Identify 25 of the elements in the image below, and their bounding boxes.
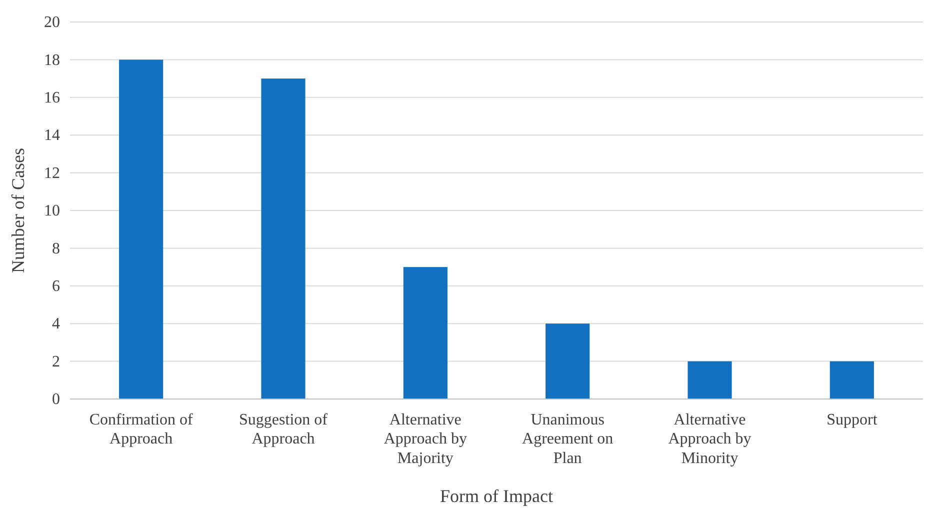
y-tick-label: 8 [52, 240, 60, 258]
y-tick-label: 0 [52, 391, 60, 408]
y-axis-title: Number of Cases [8, 148, 28, 273]
bar [546, 324, 590, 399]
x-tick-label: Confirmation of Approach [89, 411, 194, 448]
y-tick-label: 18 [44, 52, 60, 69]
x-tick-label: Support [826, 411, 878, 428]
y-tick-label: 12 [44, 164, 60, 182]
y-tick-label: 2 [52, 353, 60, 370]
x-axis-title: Form of Impact [440, 486, 553, 506]
y-tick-label: 4 [52, 316, 60, 333]
bar [261, 78, 306, 399]
y-tick-label: 20 [44, 14, 60, 32]
y-tick-label: 14 [44, 127, 60, 144]
x-tick-label: Alternative Approach by Minority [668, 411, 752, 467]
x-tick-label: Unanimous Agreement on Plan [522, 411, 614, 467]
bar [688, 361, 732, 399]
y-tick-label: 16 [44, 90, 60, 107]
bar [830, 361, 874, 399]
bar [403, 267, 448, 399]
bar [119, 60, 164, 399]
y-tick-label: 6 [52, 278, 60, 296]
y-tick-label: 10 [44, 202, 60, 220]
x-tick-label: Suggestion of Approach [239, 411, 328, 448]
x-tick-label: Alternative Approach by Majority [384, 411, 467, 467]
